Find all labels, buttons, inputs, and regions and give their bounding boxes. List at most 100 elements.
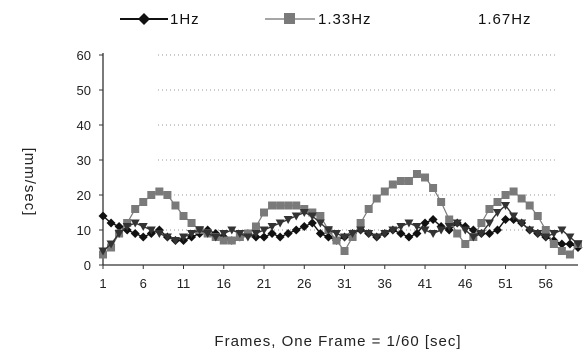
point-1-33hz-49 [485, 205, 494, 213]
point-1-67hz-43 [436, 226, 446, 235]
point-1-67hz-35 [372, 233, 382, 242]
point-1-33hz-7 [147, 191, 156, 199]
point-1-67hz-46 [460, 226, 470, 235]
point-1-33hz-6 [139, 198, 148, 206]
point-1-33hz-31 [340, 247, 349, 255]
point-1-33hz-43 [437, 198, 446, 206]
series-line-1-67hz [102, 204, 579, 252]
point-1-67hz-48 [476, 230, 486, 238]
point-1-67hz-54 [525, 226, 535, 235]
point-1-67hz-2 [106, 240, 116, 249]
y-tick-labels: 0 10 20 30 40 50 60 [77, 48, 91, 273]
point-1-67hz-52 [509, 212, 519, 221]
point-1hz-3 [114, 222, 124, 231]
point-1-33hz-44 [445, 215, 454, 224]
point-1-67hz-41 [420, 226, 430, 235]
point-1hz-50 [492, 225, 502, 235]
x-tick-label-41: 41 [418, 276, 432, 291]
point-1-33hz-40 [412, 170, 421, 178]
point-1-67hz-26 [299, 209, 309, 217]
point-1-33hz-54 [525, 201, 534, 210]
point-1-67hz-50 [492, 209, 502, 217]
legend: 1Hz 1.33Hz 1.67Hz [120, 11, 532, 28]
point-1hz-59 [565, 239, 575, 249]
point-1-67hz-22 [267, 223, 277, 231]
point-1-67hz-27 [307, 212, 317, 221]
point-1hz-23 [275, 232, 285, 242]
point-1-33hz-59 [565, 250, 574, 259]
x-tick-label-1: 1 [99, 276, 106, 291]
y-tick-label-40: 40 [77, 118, 91, 133]
point-1-67hz-16 [219, 230, 229, 238]
point-1-67hz-12 [187, 230, 197, 238]
point-1-67hz-56 [541, 233, 551, 242]
point-1-33hz-30 [332, 236, 341, 245]
point-1hz-27 [307, 218, 317, 228]
point-1-67hz-25 [291, 212, 301, 221]
point-1-67hz-55 [533, 230, 543, 238]
legend-label-1hz: 1Hz [170, 11, 200, 28]
point-1-33hz-24 [284, 201, 293, 210]
point-1-67hz-40 [412, 223, 422, 231]
point-1hz-2 [106, 218, 116, 228]
legend-marker-1-33hz [284, 13, 295, 24]
y-tick-label-0: 0 [84, 258, 91, 273]
y-tick-label-20: 20 [77, 188, 91, 203]
x-tick-label-56: 56 [539, 276, 553, 291]
point-1hz-49 [484, 229, 494, 238]
point-1-33hz-21 [260, 208, 269, 217]
y-axis-label: [mm/sec] [21, 148, 38, 217]
point-1hz-26 [299, 222, 309, 231]
x-axis-label: Frames, One Frame = 1/60 [sec] [214, 333, 461, 350]
point-1-67hz-10 [170, 237, 180, 245]
point-1-67hz-14 [203, 230, 213, 238]
point-1-67hz-9 [162, 233, 172, 242]
point-1-67hz-34 [364, 230, 374, 238]
x-tick-label-21: 21 [257, 276, 271, 291]
legend-label-1-67hz: 1.67Hz [478, 11, 532, 28]
point-1-67hz-57 [549, 230, 559, 238]
point-1-33hz-33 [356, 219, 365, 227]
point-1-33hz-56 [541, 226, 550, 234]
point-1-67hz-58 [557, 226, 567, 235]
point-1hz-51 [501, 215, 511, 224]
point-1hz-40 [412, 229, 422, 238]
x-tick-label-51: 51 [498, 276, 512, 291]
point-1-33hz-12 [187, 219, 196, 227]
point-1-33hz-50 [493, 198, 502, 206]
point-1-33hz-36 [380, 187, 389, 196]
point-1-33hz-22 [268, 201, 277, 210]
point-1-33hz-34 [364, 205, 373, 213]
point-1-33hz-38 [396, 177, 405, 185]
x-tick-label-36: 36 [378, 276, 392, 291]
point-1-67hz-19 [243, 233, 253, 242]
legend-marker-1hz [138, 13, 150, 25]
point-1hz-22 [267, 229, 277, 238]
point-1-67hz-30 [331, 230, 341, 238]
x-tick-label-31: 31 [337, 276, 351, 291]
point-1hz-24 [283, 229, 293, 238]
point-1-33hz-58 [557, 247, 566, 255]
point-1-67hz-28 [315, 219, 325, 228]
point-1-67hz-39 [404, 219, 414, 228]
point-1-67hz-4 [122, 223, 132, 231]
point-1-33hz-11 [179, 212, 188, 220]
point-1-67hz-17 [227, 226, 237, 235]
point-1-67hz-51 [501, 202, 511, 210]
point-1hz-1 [98, 211, 108, 221]
point-1-33hz-35 [372, 194, 381, 203]
point-1-67hz-32 [348, 230, 358, 238]
point-1-33hz-16 [219, 236, 228, 245]
point-1-67hz-21 [259, 226, 269, 235]
point-1-67hz-29 [323, 226, 333, 235]
point-1-33hz-23 [276, 201, 285, 210]
point-1-33hz-17 [227, 236, 236, 245]
point-1hz-42 [428, 215, 438, 224]
point-1-67hz-1 [98, 247, 108, 256]
point-1-33hz-39 [404, 177, 413, 185]
point-1-67hz-37 [388, 226, 398, 235]
point-1-67hz-18 [235, 230, 245, 238]
data-series [98, 170, 583, 259]
point-1-67hz-15 [211, 233, 221, 242]
